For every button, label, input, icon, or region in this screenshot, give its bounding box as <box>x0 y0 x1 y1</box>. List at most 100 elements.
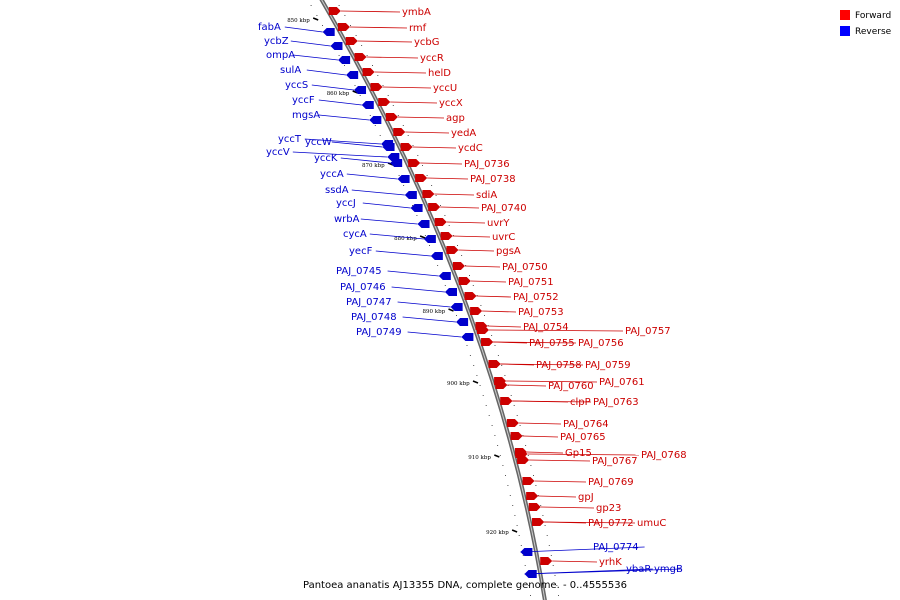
reverse-gene-glyph[interactable] <box>461 333 474 341</box>
forward-gene-glyph[interactable] <box>464 292 477 300</box>
forward-gene-glyph[interactable] <box>393 128 406 136</box>
reverse-gene-label[interactable]: yccJ <box>336 198 356 209</box>
reverse-gene-glyph[interactable] <box>382 143 395 151</box>
forward-gene-label[interactable]: sdiA <box>476 190 497 201</box>
reverse-gene-glyph[interactable] <box>354 86 367 94</box>
forward-gene-glyph[interactable] <box>522 477 535 485</box>
forward-gene-glyph[interactable] <box>400 143 413 151</box>
forward-gene-glyph[interactable] <box>528 503 541 511</box>
forward-gene-label[interactable]: PAJ_0758 <box>536 360 582 371</box>
forward-gene-label[interactable]: PAJ_0755 <box>529 338 575 349</box>
reverse-gene-glyph[interactable] <box>330 42 343 50</box>
forward-gene-glyph[interactable] <box>434 218 447 226</box>
forward-gene-label[interactable]: ymbA <box>402 7 431 18</box>
forward-gene-label[interactable]: gpJ <box>578 492 594 503</box>
forward-gene-label[interactable]: pgsA <box>496 246 521 257</box>
reverse-gene-label[interactable]: ycbZ <box>264 36 289 47</box>
reverse-gene-label[interactable]: yccA <box>320 169 344 180</box>
forward-gene-glyph[interactable] <box>415 174 428 182</box>
forward-gene-label[interactable]: rmf <box>409 23 427 34</box>
forward-gene-label[interactable]: yccR <box>420 53 444 64</box>
reverse-gene-glyph[interactable] <box>524 570 537 578</box>
reverse-gene-label[interactable]: yccK <box>314 153 338 164</box>
forward-gene-label[interactable]: PAJ_0738 <box>470 174 516 185</box>
reverse-gene-glyph[interactable] <box>338 56 351 64</box>
forward-gene-glyph[interactable] <box>532 518 545 526</box>
forward-gene-glyph[interactable] <box>345 37 358 45</box>
forward-gene-label[interactable]: PAJ_0767 <box>592 456 638 467</box>
forward-gene-label[interactable]: PAJ_0756 <box>578 338 624 349</box>
reverse-gene-label[interactable]: ssdA <box>325 185 349 196</box>
forward-gene-glyph[interactable] <box>428 203 441 211</box>
reverse-gene-glyph[interactable] <box>456 318 469 326</box>
forward-gene-glyph[interactable] <box>515 450 528 458</box>
forward-gene-label[interactable]: PAJ_0763 <box>593 397 639 408</box>
reverse-gene-glyph[interactable] <box>397 175 410 183</box>
forward-gene-label[interactable]: clpP <box>570 397 591 408</box>
reverse-gene-label[interactable]: mgsA <box>292 110 320 121</box>
reverse-gene-glyph[interactable] <box>361 101 374 109</box>
reverse-gene-glyph[interactable] <box>450 303 463 311</box>
forward-gene-glyph[interactable] <box>440 232 453 240</box>
forward-gene-label[interactable]: PAJ_0765 <box>560 432 606 443</box>
forward-gene-label[interactable]: agp <box>446 113 465 124</box>
forward-gene-label[interactable]: PAJ_0761 <box>599 377 645 388</box>
reverse-gene-label[interactable]: ompA <box>266 50 295 61</box>
forward-gene-label[interactable]: PAJ_0740 <box>481 203 527 214</box>
forward-gene-label[interactable]: PAJ_0750 <box>502 262 548 273</box>
reverse-gene-label[interactable]: PAJ_0749 <box>356 327 402 338</box>
forward-gene-glyph[interactable] <box>476 326 489 334</box>
reverse-gene-label[interactable]: yccS <box>285 80 308 91</box>
reverse-gene-glyph[interactable] <box>390 159 403 167</box>
forward-gene-label[interactable]: PAJ_0736 <box>464 159 510 170</box>
forward-gene-glyph[interactable] <box>354 53 367 61</box>
reverse-gene-label[interactable]: fabA <box>258 22 281 33</box>
forward-gene-label[interactable]: PAJ_0759 <box>585 360 631 371</box>
forward-gene-glyph[interactable] <box>540 557 553 565</box>
reverse-gene-glyph[interactable] <box>520 548 533 556</box>
reverse-gene-glyph[interactable] <box>404 191 417 199</box>
forward-gene-label[interactable]: uvrC <box>492 232 515 243</box>
forward-gene-label[interactable]: uvrY <box>487 218 510 229</box>
reverse-gene-label[interactable]: yccF <box>292 95 315 106</box>
forward-gene-glyph[interactable] <box>470 307 483 315</box>
forward-gene-label[interactable]: PAJ_0752 <box>513 292 559 303</box>
forward-gene-glyph[interactable] <box>362 68 375 76</box>
forward-gene-label[interactable]: PAJ_0769 <box>588 477 634 488</box>
reverse-gene-label[interactable]: yccV <box>266 147 290 158</box>
reverse-gene-glyph[interactable] <box>369 116 382 124</box>
forward-gene-label[interactable]: yedA <box>451 128 476 139</box>
reverse-gene-glyph[interactable] <box>322 28 335 36</box>
reverse-gene-label[interactable]: PAJ_0745 <box>336 266 382 277</box>
forward-gene-label[interactable]: yrhK <box>599 557 622 568</box>
forward-gene-glyph[interactable] <box>328 7 341 15</box>
forward-gene-glyph[interactable] <box>422 190 435 198</box>
forward-gene-glyph[interactable] <box>526 492 539 500</box>
forward-gene-label[interactable]: PAJ_0751 <box>508 277 554 288</box>
forward-gene-glyph[interactable] <box>408 159 421 167</box>
reverse-gene-glyph[interactable] <box>430 252 443 260</box>
forward-gene-label[interactable]: helD <box>428 68 451 79</box>
reverse-gene-glyph[interactable] <box>438 272 451 280</box>
reverse-gene-label[interactable]: ybaR <box>626 564 651 575</box>
reverse-gene-label[interactable]: PAJ_0746 <box>340 282 386 293</box>
reverse-gene-label[interactable]: yccW <box>305 137 332 148</box>
forward-gene-label[interactable]: PAJ_0760 <box>548 381 594 392</box>
reverse-gene-label[interactable]: PAJ_0748 <box>351 312 397 323</box>
reverse-gene-label[interactable]: PAJ_0774 <box>593 542 639 553</box>
forward-gene-glyph[interactable] <box>458 277 471 285</box>
forward-gene-label[interactable]: yccU <box>433 83 457 94</box>
forward-gene-label[interactable]: PAJ_0768 <box>641 450 687 461</box>
forward-gene-glyph[interactable] <box>385 113 398 121</box>
reverse-gene-label[interactable]: yecF <box>349 246 373 257</box>
forward-gene-label[interactable]: PAJ_0757 <box>625 326 671 337</box>
forward-gene-glyph[interactable] <box>452 262 465 270</box>
forward-gene-glyph[interactable] <box>500 397 513 405</box>
forward-gene-label[interactable]: yccX <box>439 98 463 109</box>
reverse-gene-label[interactable]: ymgB <box>654 564 683 575</box>
forward-gene-glyph[interactable] <box>510 432 523 440</box>
forward-gene-label[interactable]: PAJ_0754 <box>523 322 569 333</box>
forward-gene-glyph[interactable] <box>337 23 350 31</box>
reverse-gene-label[interactable]: sulA <box>280 65 301 76</box>
forward-gene-glyph[interactable] <box>506 419 519 427</box>
